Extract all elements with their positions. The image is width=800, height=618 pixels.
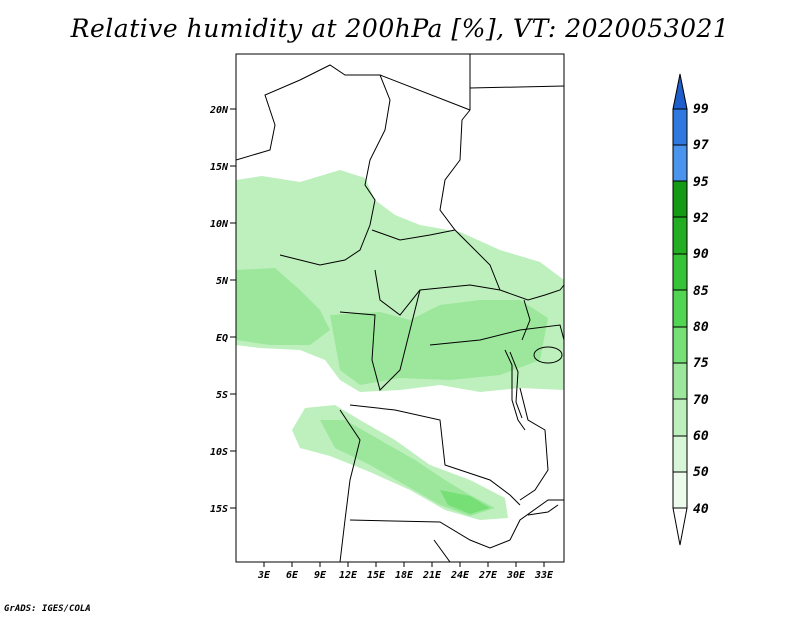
- lat-label: 20N: [209, 105, 229, 116]
- map-title: Relative humidity at 200hPa [%], VT: 202…: [70, 14, 730, 43]
- colorbar-label: 70: [693, 393, 709, 408]
- lat-label: EQ: [216, 333, 228, 344]
- humidity-core-1: [236, 268, 330, 345]
- colorbar-label: 80: [693, 320, 709, 335]
- lon-label: 18E: [395, 570, 414, 581]
- lat-axis: 20N 15N 10N 5N EQ 5S 10S 15S: [209, 105, 236, 515]
- colorbar-segment: [672, 326, 688, 364]
- colorbar-segment: [672, 180, 688, 218]
- lon-label: 12E: [339, 570, 358, 581]
- credit-text: GrADS: IGES/COLA: [4, 604, 91, 614]
- colorbar: [672, 73, 688, 546]
- lat-label: 15S: [210, 504, 228, 515]
- country-borders: [236, 54, 564, 562]
- lon-label: 24E: [450, 570, 470, 581]
- colorbar-label: 90: [693, 247, 709, 262]
- humidity-core-3: [320, 420, 495, 516]
- lakes: [504, 299, 563, 516]
- colorbar-segment: [672, 216, 688, 255]
- colorbar-label: 40: [693, 502, 709, 517]
- colorbar-label: 75: [693, 356, 709, 371]
- colorbar-label: 95: [693, 175, 709, 190]
- colorbar-segment: [672, 362, 688, 400]
- colorbar-labels: 99 97 95 92 90 85 80 75 70 60 50 40: [693, 102, 709, 517]
- colorbar-segment: [672, 144, 688, 182]
- colorbar-segment: [672, 435, 688, 473]
- colorbar-bottom-arrow: [672, 507, 688, 546]
- colorbar-segment: [672, 471, 688, 509]
- map-frame: [235, 53, 565, 563]
- lon-label: 33E: [534, 570, 554, 581]
- lat-label: 5N: [216, 276, 229, 287]
- humidity-core-2: [330, 300, 548, 385]
- lon-label: 21E: [422, 570, 442, 581]
- lat-label: 10N: [210, 219, 229, 230]
- lon-label: 27E: [478, 570, 498, 581]
- colorbar-segment: [672, 253, 688, 291]
- colorbar-segment: [672, 398, 688, 437]
- colorbar-label: 85: [693, 284, 709, 299]
- colorbar-label: 50: [693, 465, 709, 480]
- colorbar-segment: [672, 108, 688, 146]
- humidity-core-4: [440, 490, 490, 514]
- lon-label: 30E: [506, 570, 526, 581]
- colorbar-label: 60: [693, 429, 709, 444]
- lon-label: 15E: [367, 570, 386, 581]
- colorbar-segment: [672, 289, 688, 328]
- colorbar-top-arrow: [672, 73, 688, 110]
- lon-label: 3E: [257, 570, 271, 581]
- colorbar-label: 99: [693, 102, 709, 117]
- colorbar-label: 92: [693, 211, 709, 226]
- lat-label: 15N: [210, 162, 229, 173]
- lat-label: 10S: [210, 447, 228, 458]
- lon-axis: 3E 6E 9E 12E 15E 18E 21E 24E 27E 30E 33E: [257, 562, 554, 581]
- lat-label: 5S: [216, 390, 228, 401]
- lon-label: 6E: [286, 570, 299, 581]
- lon-label: 9E: [314, 570, 327, 581]
- colorbar-label: 97: [693, 138, 709, 153]
- humidity-shading: [236, 170, 564, 520]
